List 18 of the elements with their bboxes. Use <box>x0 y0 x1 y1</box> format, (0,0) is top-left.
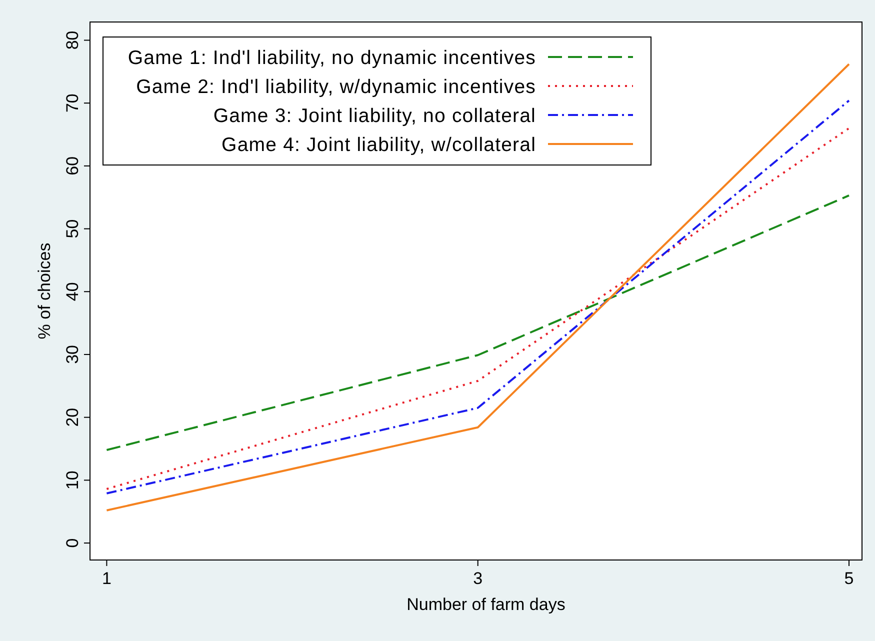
x-tick-label: 3 <box>473 569 483 588</box>
y-axis-title: % of choices <box>35 242 54 340</box>
x-tick-label: 5 <box>844 569 854 588</box>
y-tick-label: 10 <box>63 470 82 490</box>
x-tick-label: 1 <box>102 569 112 588</box>
y-tick-label: 20 <box>63 408 82 427</box>
y-tick-label: 70 <box>63 94 82 113</box>
legend-label: Game 3: Joint liability, no collateral <box>213 105 536 127</box>
y-tick-label: 0 <box>63 538 82 548</box>
legend-label: Game 2: Ind'l liability, w/dynamic incentives <box>136 76 536 98</box>
y-tick-label: 40 <box>63 282 82 302</box>
x-axis-title: Number of farm days <box>406 595 566 614</box>
y-tick-label: 30 <box>63 345 82 364</box>
legend-label: Game 1: Ind'l liability, no dynamic incentives <box>128 47 536 69</box>
y-tick-label: 60 <box>63 156 82 176</box>
y-tick-label: 50 <box>63 219 82 238</box>
legend-label: Game 4: Joint liability, w/collateral <box>222 134 536 156</box>
y-tick-label: 80 <box>63 30 82 50</box>
